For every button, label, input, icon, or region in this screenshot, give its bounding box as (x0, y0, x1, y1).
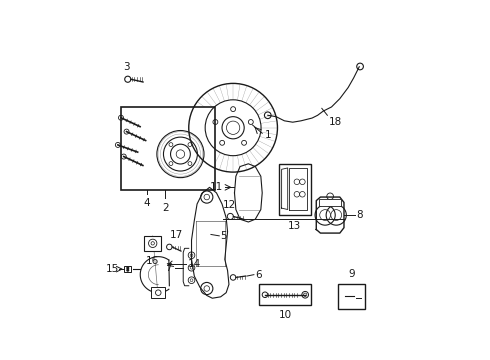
Bar (123, 266, 130, 273)
Text: 17: 17 (170, 230, 183, 240)
Text: 4: 4 (144, 198, 150, 208)
Bar (151, 287, 165, 298)
Bar (339, 284, 365, 309)
Bar (121, 107, 215, 190)
Bar (319, 199, 341, 206)
Circle shape (127, 267, 128, 269)
Text: 11: 11 (210, 183, 223, 192)
Bar (145, 236, 161, 251)
Bar (279, 164, 311, 215)
Bar (259, 284, 311, 305)
Text: 1: 1 (265, 130, 271, 140)
Text: 6: 6 (255, 270, 262, 280)
Text: 12: 12 (222, 199, 236, 210)
Text: 2: 2 (162, 203, 169, 213)
Text: 13: 13 (288, 221, 301, 231)
Text: 16: 16 (146, 256, 159, 266)
Text: 9: 9 (348, 269, 355, 279)
Text: 7: 7 (166, 263, 172, 273)
Text: 10: 10 (278, 310, 292, 320)
Text: 5: 5 (220, 231, 227, 241)
Circle shape (127, 269, 128, 271)
Text: 15: 15 (105, 264, 119, 274)
Text: 14: 14 (187, 258, 200, 269)
Text: 8: 8 (356, 210, 363, 220)
Text: 3: 3 (123, 62, 130, 72)
Text: 18: 18 (329, 117, 342, 127)
